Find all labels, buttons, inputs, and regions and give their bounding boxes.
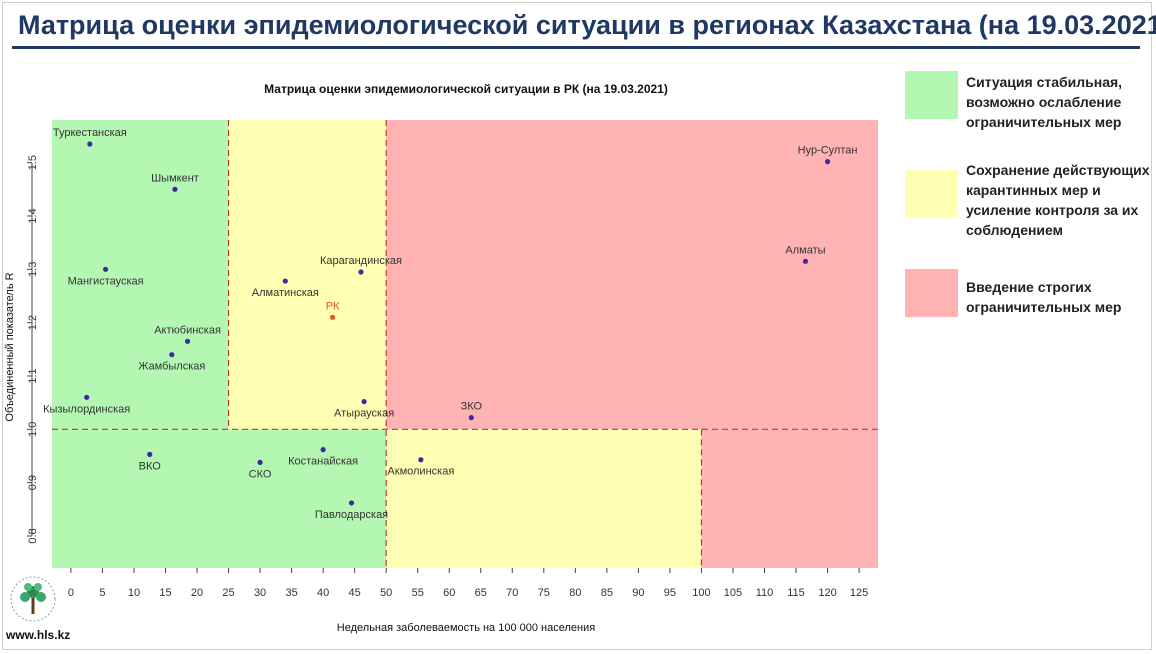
x-tick-label: 20: [191, 587, 203, 599]
x-tick-label: 35: [285, 587, 297, 599]
data-point: [468, 415, 474, 421]
website-link[interactable]: www.hls.kz: [6, 628, 71, 642]
y-tick-label: 1.3: [27, 262, 39, 277]
x-tick-label: 55: [412, 587, 424, 599]
x-tick-label: 70: [506, 587, 518, 599]
zone-green-3: [52, 429, 387, 568]
legend-label-green: Ситуация стабильная, возможно ослабление…: [966, 74, 1123, 130]
x-tick-label: 5: [99, 587, 105, 599]
data-point: [169, 352, 175, 358]
data-label: РК: [326, 300, 340, 312]
data-label: Жамбылская: [138, 361, 205, 373]
x-tick-label: 10: [128, 587, 140, 599]
x-tick-label: 30: [254, 587, 266, 599]
y-tick-label: 1.2: [27, 315, 39, 330]
legend-label-yellow: Сохранение действующих карантинных мер и…: [966, 162, 1150, 238]
zone-red-5: [701, 429, 878, 568]
hls-logo-icon: [10, 576, 56, 622]
y-tick-label: 1.1: [27, 368, 39, 383]
legend-label-red: Введение строгих ограничительных мер: [966, 279, 1122, 315]
x-tick-label: 65: [475, 587, 487, 599]
x-tick-label: 75: [538, 587, 550, 599]
x-tick-label: 90: [632, 587, 644, 599]
data-label: ВКО: [139, 460, 162, 472]
y-axis-label: Объединенный показатель R: [4, 272, 16, 421]
y-tick-label: 0.8: [27, 528, 39, 543]
data-point: [257, 459, 263, 465]
x-tick-label: 45: [349, 587, 361, 599]
data-point: [361, 399, 367, 405]
x-tick-label: 15: [159, 587, 171, 599]
x-tick-label: 80: [569, 587, 581, 599]
x-tick-label: 100: [692, 587, 710, 599]
x-tick-label: 95: [664, 587, 676, 599]
x-tick-label: 105: [724, 587, 742, 599]
data-point: [348, 500, 355, 506]
data-point: [84, 394, 90, 400]
x-tick-label: 125: [850, 587, 868, 599]
zone-yellow-4: [386, 429, 702, 568]
data-label: Туркестанская: [53, 127, 127, 139]
data-label: Шымкент: [151, 172, 199, 184]
data-point: [184, 338, 191, 344]
data-label: Атырауская: [334, 408, 394, 420]
data-label: Алматинская: [252, 287, 319, 299]
data-label: Акмолинская: [387, 466, 454, 478]
x-tick-label: 0: [68, 587, 74, 599]
data-label: СКО: [249, 468, 272, 480]
y-tick-label: 0.9: [27, 475, 39, 490]
data-point: [172, 186, 178, 192]
chart-title: Матрица оценки эпидемиологической ситуац…: [264, 82, 668, 96]
data-label: Костанайская: [288, 456, 358, 468]
x-tick-label: 50: [380, 587, 392, 599]
x-tick-label: 40: [317, 587, 329, 599]
data-point: [824, 159, 831, 165]
data-point: [418, 457, 424, 463]
y-tick-label: 1.5: [27, 155, 39, 170]
x-tick-label: 120: [818, 587, 836, 599]
x-axis-label: Недельная заболеваемость на 100 000 насе…: [337, 622, 595, 634]
data-label: Карагандинская: [320, 255, 402, 267]
x-tick-label: 25: [222, 587, 234, 599]
data-label: Актюбинская: [154, 324, 221, 336]
zone-yellow-1: [228, 120, 387, 430]
data-point: [282, 278, 288, 284]
data-point: [329, 314, 336, 320]
data-point: [320, 447, 326, 453]
zone-green-0: [52, 120, 229, 430]
data-point: [802, 258, 809, 264]
data-label: Кызылординская: [43, 403, 130, 415]
data-point: [102, 266, 109, 272]
data-label: Павлодарская: [315, 509, 388, 521]
legend-swatch-red: [905, 269, 958, 317]
x-tick-label: 85: [601, 587, 613, 599]
data-label: Нур-Султан: [798, 145, 858, 157]
data-point: [358, 269, 364, 275]
legend-swatch-green: [905, 71, 958, 119]
title-divider: [12, 46, 1140, 49]
x-tick-label: 60: [443, 587, 455, 599]
slide-title: Матрица оценки эпидемиологической ситуац…: [18, 10, 1156, 40]
x-tick-label: 110: [756, 587, 774, 599]
data-point: [87, 141, 93, 147]
zone-red-2: [386, 120, 878, 430]
x-tick-label: 115: [787, 587, 805, 599]
data-label: Мангистауская: [68, 275, 144, 287]
data-label: Алматы: [785, 244, 825, 256]
data-label: ЗКО: [461, 401, 483, 413]
y-tick-label: 1.4: [27, 208, 39, 223]
y-tick-label: 1.0: [27, 422, 39, 437]
data-point: [147, 451, 153, 457]
legend-swatch-yellow: [905, 170, 958, 218]
